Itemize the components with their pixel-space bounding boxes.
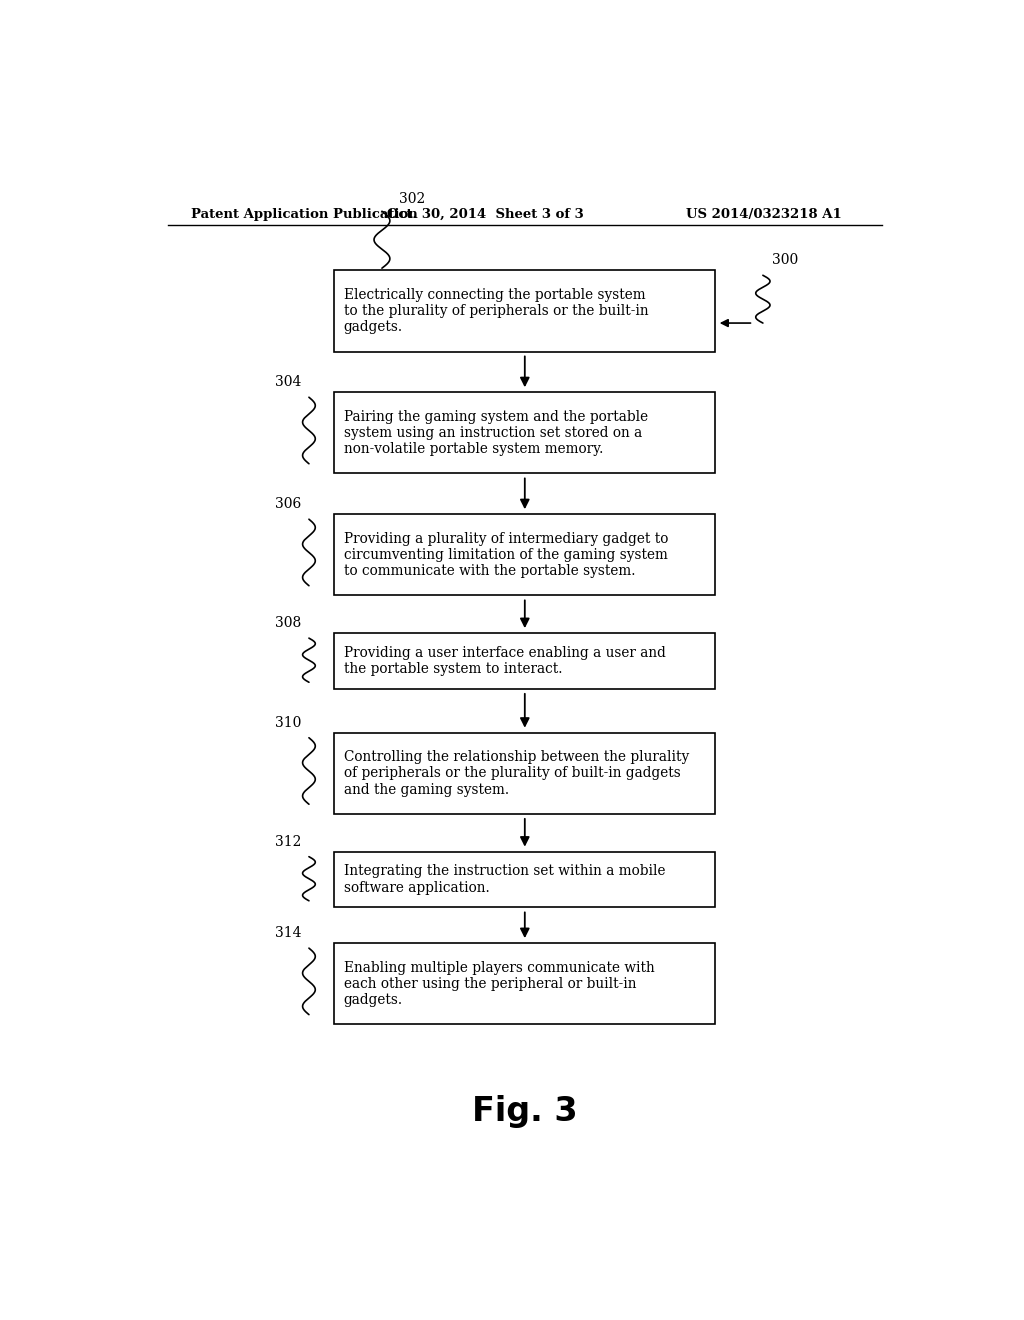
Text: Patent Application Publication: Patent Application Publication: [191, 207, 418, 220]
Bar: [334, 634, 715, 689]
Text: 302: 302: [399, 193, 426, 206]
Text: 314: 314: [274, 927, 301, 940]
Bar: [334, 942, 715, 1024]
Text: 306: 306: [274, 498, 301, 511]
Text: Controlling the relationship between the plurality
of peripherals or the plurali: Controlling the relationship between the…: [344, 750, 689, 796]
Bar: [334, 271, 715, 351]
Text: 312: 312: [274, 834, 301, 849]
Text: Providing a user interface enabling a user and
the portable system to interact.: Providing a user interface enabling a us…: [344, 645, 666, 676]
Text: Providing a plurality of intermediary gadget to
circumventing limitation of the : Providing a plurality of intermediary ga…: [344, 532, 669, 578]
Bar: [334, 515, 715, 595]
Bar: [334, 733, 715, 814]
Text: 310: 310: [274, 715, 301, 730]
Text: US 2014/0323218 A1: US 2014/0323218 A1: [686, 207, 842, 220]
Text: 304: 304: [274, 375, 301, 389]
Text: Electrically connecting the portable system
to the plurality of peripherals or t: Electrically connecting the portable sys…: [344, 288, 648, 334]
Text: 308: 308: [274, 616, 301, 630]
Text: Oct. 30, 2014  Sheet 3 of 3: Oct. 30, 2014 Sheet 3 of 3: [387, 207, 584, 220]
Text: Pairing the gaming system and the portable
system using an instruction set store: Pairing the gaming system and the portab…: [344, 409, 648, 455]
Bar: [334, 851, 715, 907]
Bar: [334, 392, 715, 474]
Text: Fig. 3: Fig. 3: [472, 1096, 578, 1129]
Text: Enabling multiple players communicate with
each other using the peripheral or bu: Enabling multiple players communicate wi…: [344, 961, 654, 1007]
Text: 300: 300: [772, 253, 799, 267]
Text: Integrating the instruction set within a mobile
software application.: Integrating the instruction set within a…: [344, 865, 666, 895]
